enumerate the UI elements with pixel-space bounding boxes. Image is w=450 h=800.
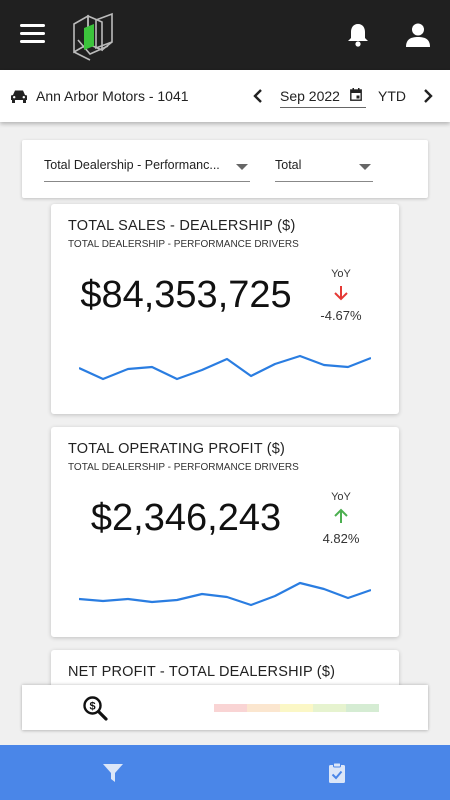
chevron-right-icon[interactable] <box>422 87 434 105</box>
search-dollar-icon[interactable]: $ <box>82 695 108 721</box>
yoy-label: YoY <box>331 268 351 280</box>
date-value: Sep 2022 <box>280 88 340 104</box>
kpi-subtitle: TOTAL DEALERSHIP - PERFORMANCE DRIVERS <box>68 239 299 250</box>
hamburger-menu-icon[interactable] <box>20 24 45 44</box>
chevron-left-icon[interactable] <box>252 87 264 105</box>
filter-card: Total Dealership - Performanc... Total <box>22 140 428 198</box>
legend-swatch <box>313 704 346 712</box>
kpi-title: TOTAL SALES - DEALERSHIP ($) <box>68 218 296 234</box>
arrow-up-icon <box>334 508 348 523</box>
legend-swatch <box>280 704 313 712</box>
kpi-subtitle: TOTAL DEALERSHIP - PERFORMANCE DRIVERS <box>68 462 299 473</box>
yoy-change: -4.67% <box>320 308 362 323</box>
type-select-value: Total <box>275 158 302 172</box>
legend-swatch <box>214 704 247 712</box>
dealer-name[interactable]: Ann Arbor Motors - 1041 <box>36 88 189 104</box>
dropdown-caret-icon <box>236 164 248 170</box>
kpi-title: NET PROFIT - TOTAL DEALERSHIP ($) <box>68 664 336 680</box>
dealer-date-bar: Ann Arbor Motors - 1041 Sep 2022 YTD <box>0 70 450 122</box>
trend-sparkline <box>79 581 371 607</box>
period-label[interactable]: YTD <box>378 88 406 104</box>
scope-select[interactable]: Total Dealership - Performanc... <box>44 154 250 182</box>
top-app-bar <box>0 0 450 70</box>
app-logo <box>73 12 113 61</box>
yoy-change: 4.82% <box>322 531 360 546</box>
legend-strip: $ <box>22 685 428 730</box>
bell-icon[interactable] <box>346 22 370 48</box>
kpi-value: $2,346,243 <box>90 497 282 539</box>
arrow-down-icon <box>334 286 348 301</box>
scope-select-value: Total Dealership - Performanc... <box>44 158 220 172</box>
kpi-card-operating-profit[interactable]: TOTAL OPERATING PROFIT ($) TOTAL DEALERS… <box>51 427 399 637</box>
svg-text:$: $ <box>89 701 95 713</box>
kpi-card-total-sales[interactable]: TOTAL SALES - DEALERSHIP ($) TOTAL DEALE… <box>51 204 399 414</box>
type-select[interactable]: Total <box>275 154 373 182</box>
legend-swatch <box>346 704 379 712</box>
date-picker[interactable]: Sep 2022 <box>280 84 366 108</box>
bottom-nav <box>0 745 450 800</box>
color-legend-bar <box>214 704 379 712</box>
legend-swatch <box>247 704 280 712</box>
clipboard-check-icon[interactable] <box>328 762 346 784</box>
kpi-value: $84,353,725 <box>80 274 292 316</box>
car-icon <box>11 90 27 103</box>
calendar-icon[interactable] <box>350 88 362 101</box>
trend-sparkline <box>79 354 371 381</box>
filter-icon[interactable] <box>102 763 124 783</box>
dropdown-caret-icon <box>359 164 371 170</box>
kpi-title: TOTAL OPERATING PROFIT ($) <box>68 441 286 457</box>
yoy-label: YoY <box>331 491 351 503</box>
user-icon[interactable] <box>405 22 431 48</box>
